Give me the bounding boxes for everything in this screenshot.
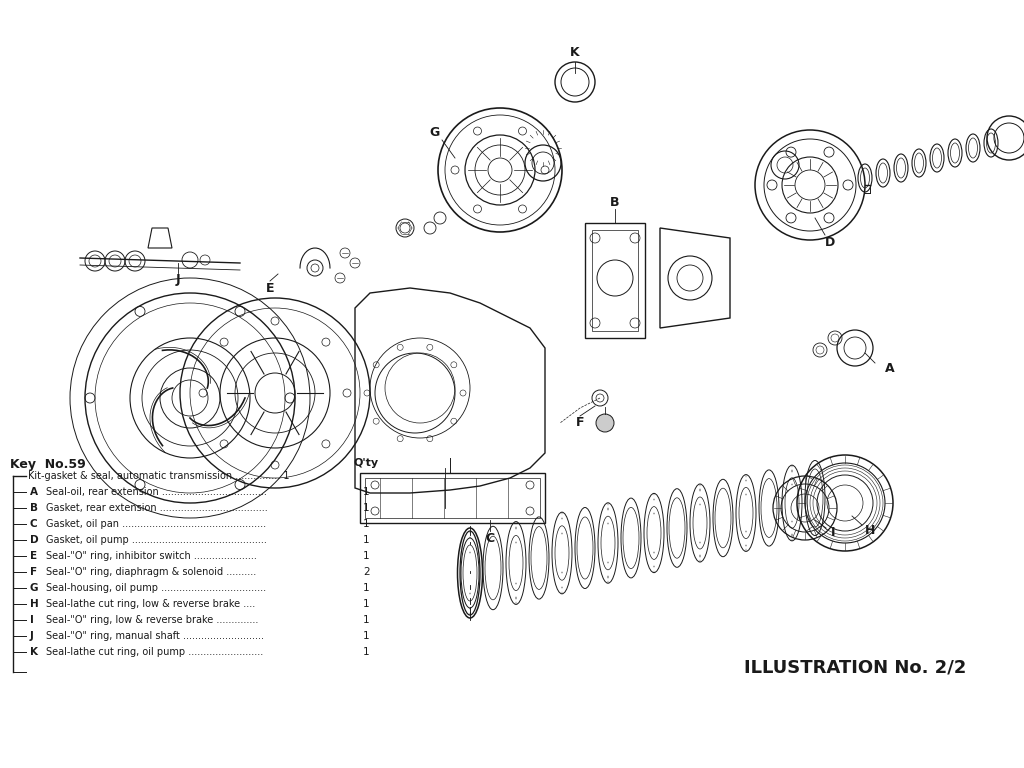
Text: Seal-"O" ring, diaphragm & solenoid ..........: Seal-"O" ring, diaphragm & solenoid ....… [46,567,256,577]
Text: D: D [30,535,39,545]
Text: H: H [865,524,876,537]
Text: K: K [30,647,38,657]
Text: I: I [830,527,836,539]
Text: F: F [30,567,37,577]
Text: Seal-housing, oil pump ...................................: Seal-housing, oil pump .................… [46,583,266,593]
Text: E: E [30,551,37,561]
Text: Kit-gasket & seal, automatic transmission ............... 1: Kit-gasket & seal, automatic transmissio… [28,471,290,481]
Text: H: H [30,599,39,609]
Text: Seal-lathe cut ring, oil pump .........................: Seal-lathe cut ring, oil pump ..........… [46,647,263,657]
Text: 1: 1 [362,631,370,641]
Text: I: I [30,615,34,625]
Text: G: G [30,583,39,593]
Bar [365,478,540,518]
Text: Key  No.59: Key No.59 [10,458,86,471]
Text: Q'ty: Q'ty [353,458,378,468]
Text: Gasket, oil pump .............................................: Gasket, oil pump .......................… [46,535,267,545]
Text: 1: 1 [362,599,370,609]
Text: 1: 1 [362,487,370,497]
Bar [360,473,545,523]
Text: Seal-oil, rear extension ...................................: Seal-oil, rear extension ...............… [46,487,267,497]
Text: 1: 1 [362,615,370,625]
Text: F: F [575,416,585,429]
Text: 1: 1 [362,503,370,513]
Text: D: D [825,237,836,250]
Text: A: A [30,487,38,497]
Circle shape [596,414,614,432]
Text: J: J [30,631,34,641]
Text: Gasket, oil pan ................................................: Gasket, oil pan ........................… [46,519,266,529]
Text: C: C [485,531,495,545]
Text: 1: 1 [362,647,370,657]
Text: 2: 2 [362,567,370,577]
Text: J: J [176,273,180,286]
Text: Gasket, rear extension ....................................: Gasket, rear extension .................… [46,503,267,513]
Text: 1: 1 [362,551,370,561]
Text: E: E [266,282,274,294]
Text: 1: 1 [362,519,370,529]
Text: A: A [885,362,895,375]
Text: B: B [30,503,38,513]
Text: K: K [570,47,580,59]
Text: ILLUSTRATION No. 2/2: ILLUSTRATION No. 2/2 [743,659,967,677]
Text: 1: 1 [362,535,370,545]
Text: Seal-"O" ring, inhibitor switch .....................: Seal-"O" ring, inhibitor switch ........… [46,551,257,561]
Text: Seal-"O" ring, low & reverse brake ..............: Seal-"O" ring, low & reverse brake .....… [46,615,258,625]
Text: B: B [610,197,620,210]
Text: Seal-lathe cut ring, low & reverse brake ....: Seal-lathe cut ring, low & reverse brake… [46,599,255,609]
Text: C: C [30,519,38,529]
Text: Seal-"O" ring, manual shaft ...........................: Seal-"O" ring, manual shaft ............… [46,631,264,641]
Text: 1: 1 [362,583,370,593]
Text: G: G [430,127,440,140]
